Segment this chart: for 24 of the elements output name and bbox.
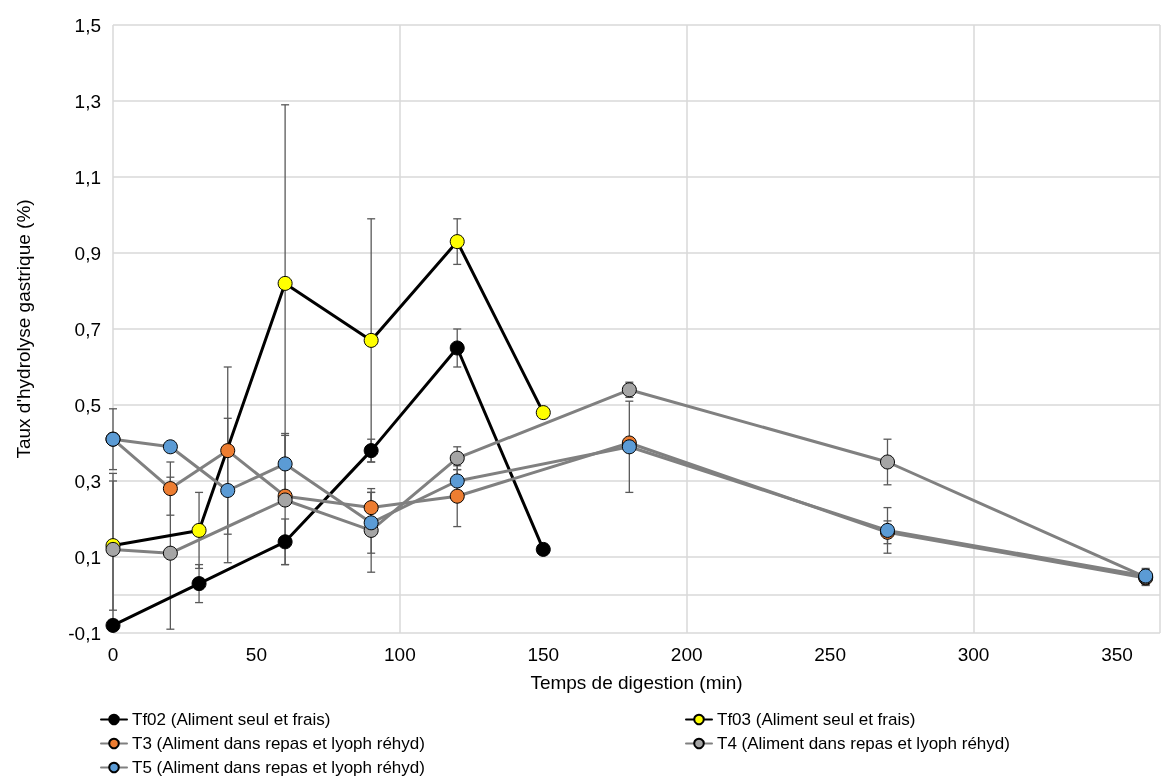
x-tick-label: 200 bbox=[670, 644, 703, 665]
x-tick-label: 100 bbox=[384, 644, 416, 665]
y-axis-title: Taux d'hydrolyse gastrique (%) bbox=[13, 199, 34, 459]
legend-label: T4 (Aliment dans repas et lyoph réhyd) bbox=[717, 734, 1010, 753]
y-tick-label: 1,3 bbox=[74, 90, 101, 112]
y-tick-label: -0,1 bbox=[68, 622, 101, 644]
legend-label: Tf03 (Aliment seul et frais) bbox=[717, 710, 916, 729]
x-tick-label: 0 bbox=[107, 644, 119, 665]
legend-label: T3 (Aliment dans repas et lyoph réhyd) bbox=[132, 734, 425, 753]
legend-label: Tf02 (Aliment seul et frais) bbox=[132, 710, 331, 729]
y-tick-label: 0,3 bbox=[74, 470, 101, 492]
y-tick-label: 1,5 bbox=[74, 14, 101, 36]
x-tick-label: 50 bbox=[245, 644, 267, 665]
y-tick-label: 0,9 bbox=[74, 242, 101, 264]
legend-label: T5 (Aliment dans repas et lyoph réhyd) bbox=[132, 758, 425, 777]
y-tick-label: 0,7 bbox=[74, 318, 101, 340]
x-tick-label: 150 bbox=[527, 644, 560, 665]
x-tick-label: 250 bbox=[814, 644, 846, 665]
x-tick-label: 300 bbox=[957, 644, 990, 665]
y-tick-label: 0,1 bbox=[74, 546, 101, 568]
x-tick-label: 350 bbox=[1101, 644, 1133, 665]
y-tick-label: 1,1 bbox=[74, 166, 101, 188]
x-axis-title: Temps de digestion (min) bbox=[530, 672, 743, 693]
y-tick-label: 0,5 bbox=[74, 394, 101, 416]
